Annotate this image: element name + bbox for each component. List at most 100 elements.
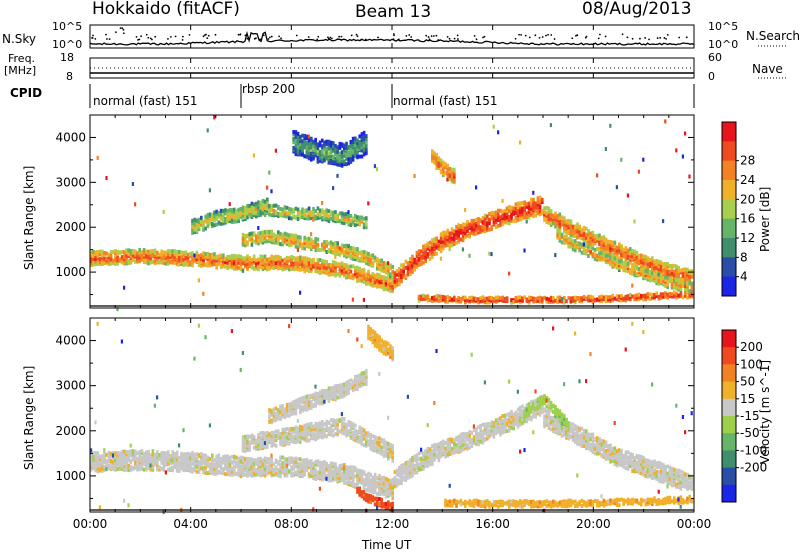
power-cell — [268, 170, 271, 175]
velocity-cell — [310, 474, 313, 478]
power-cell — [596, 257, 599, 262]
velocity-cell — [338, 471, 342, 476]
power-cell — [662, 275, 665, 280]
power-cell — [246, 254, 249, 259]
power-cell — [305, 153, 309, 158]
velocity-cell — [96, 455, 100, 460]
velocity-cell — [307, 403, 311, 408]
velocity-cell — [321, 425, 324, 430]
power-cell — [340, 155, 344, 159]
power-cell — [580, 296, 584, 301]
power-cell — [329, 268, 333, 273]
power-cell — [422, 296, 425, 301]
power-cell — [505, 217, 509, 222]
power-cell — [651, 271, 654, 276]
power-cell — [433, 237, 436, 242]
power-cell — [354, 255, 357, 259]
power-cell — [657, 281, 661, 286]
power-cell — [593, 297, 597, 302]
power-cell — [398, 277, 401, 282]
power-cell — [508, 217, 511, 222]
power-cell — [657, 272, 661, 277]
power-cell — [633, 270, 636, 274]
power-cell — [296, 212, 300, 217]
power-cell — [314, 269, 317, 274]
velocity-cell — [145, 458, 148, 463]
power-cell — [270, 240, 273, 245]
power-cell — [464, 297, 467, 302]
power-cell — [413, 267, 416, 272]
power-cell — [283, 208, 287, 213]
velocity-cell — [321, 423, 324, 427]
velocity-cell — [266, 464, 269, 469]
power-cell — [358, 134, 361, 139]
velocity-cell — [283, 465, 287, 469]
power-cell — [314, 262, 317, 267]
velocity-cell — [296, 439, 300, 444]
power-cell — [653, 262, 656, 267]
power-cell — [483, 221, 487, 226]
velocity-cell — [228, 472, 232, 477]
power-cell — [325, 240, 328, 244]
power-cell — [466, 233, 469, 238]
power-cell — [255, 266, 258, 271]
power-cell — [376, 272, 379, 277]
power-cell — [230, 263, 234, 268]
velocity-cell — [226, 465, 229, 470]
power-cell — [98, 260, 102, 264]
power-cell — [488, 251, 491, 256]
power-cell — [323, 268, 326, 272]
power-cell — [294, 146, 298, 151]
velocity-cell — [332, 389, 335, 394]
noise-search-dot — [656, 37, 659, 39]
power-cell — [268, 209, 271, 214]
velocity-cell — [329, 430, 333, 434]
power-cell — [186, 252, 190, 257]
power-cell — [457, 296, 460, 301]
power-cell — [675, 274, 678, 279]
velocity-cell — [312, 393, 315, 398]
power-cell — [281, 211, 284, 216]
velocity-cell — [281, 436, 284, 441]
velocity-cell — [272, 472, 276, 477]
velocity-cell — [180, 453, 183, 458]
power-cell — [532, 200, 535, 205]
power-cell — [565, 229, 568, 234]
power-cell — [204, 256, 207, 261]
power-cell — [213, 255, 216, 260]
power-cell — [197, 217, 201, 222]
velocity-cell — [292, 400, 295, 405]
power-cell — [556, 233, 559, 238]
power-cell — [613, 296, 617, 301]
velocity-cell — [332, 392, 335, 397]
power-cell — [464, 225, 467, 230]
power-cell — [305, 213, 309, 218]
power-cell — [160, 252, 163, 257]
power-cell — [316, 151, 320, 156]
velocity-cell — [307, 400, 311, 405]
velocity-cell — [160, 451, 163, 456]
power-cell — [235, 262, 238, 267]
power-cell — [277, 241, 280, 246]
noise-search-dot — [621, 33, 624, 36]
noise-search-dot — [425, 34, 428, 37]
power-cell — [378, 275, 381, 280]
power-cell — [197, 222, 201, 227]
power-cell — [233, 219, 236, 224]
power-cell — [329, 210, 333, 215]
power-cell — [435, 156, 438, 160]
power-cell — [402, 269, 405, 274]
power-cell — [563, 296, 566, 301]
power-cell — [536, 296, 540, 301]
velocity-cell — [312, 403, 315, 408]
power-cell — [266, 257, 269, 262]
power-cell — [358, 145, 361, 150]
power-cell — [420, 257, 423, 262]
power-cell — [294, 244, 298, 249]
power-cell — [257, 226, 260, 230]
velocity-cell — [250, 465, 254, 470]
power-cell — [365, 279, 368, 284]
velocity-cell — [279, 469, 282, 474]
velocity-cell — [103, 456, 106, 461]
power-cell — [120, 255, 124, 260]
